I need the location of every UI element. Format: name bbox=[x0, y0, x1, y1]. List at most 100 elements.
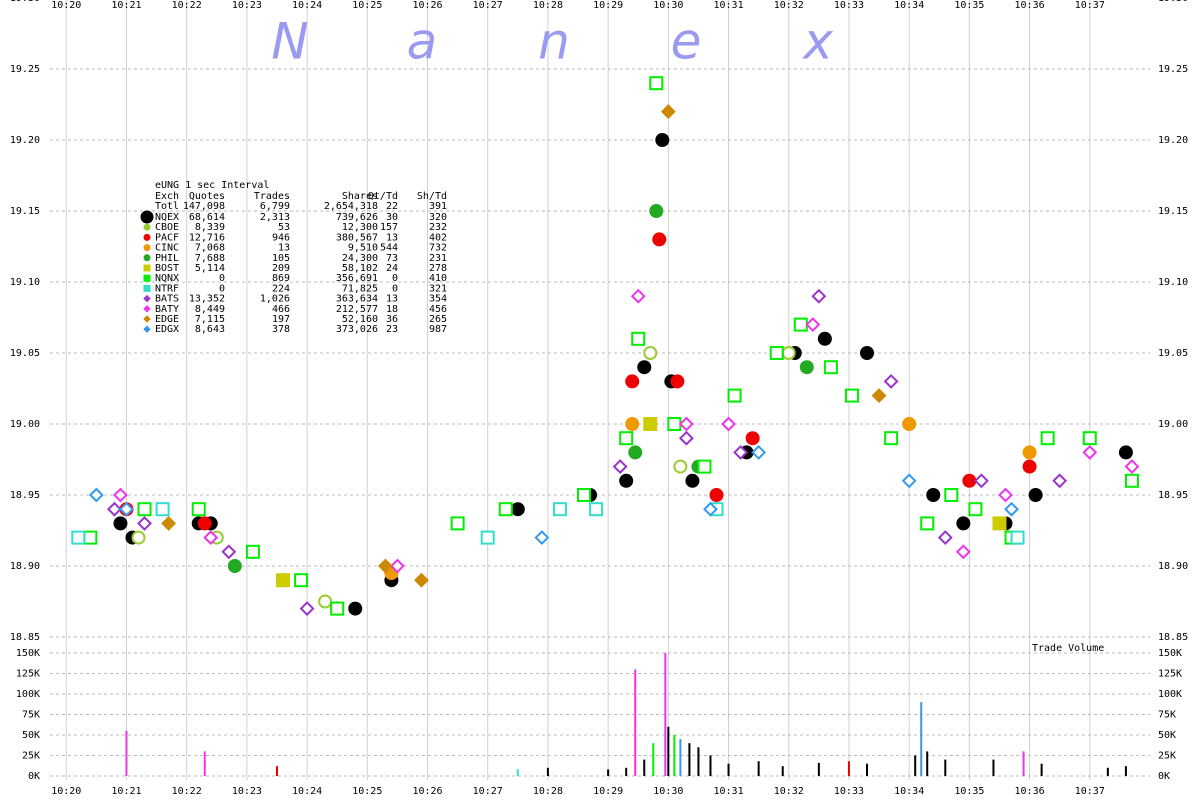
y-tick-label: 50K bbox=[1158, 730, 1176, 741]
legend-stat: 224 bbox=[272, 283, 290, 294]
legend-marker bbox=[143, 223, 151, 231]
y-tick-label: 19.25 bbox=[1158, 64, 1188, 75]
legend-stat: 212,577 bbox=[336, 304, 378, 315]
point bbox=[769, 346, 784, 360]
legend-stat: 68,614 bbox=[189, 212, 225, 223]
legend-stat: 320 bbox=[429, 212, 447, 223]
x-tick-label: 10:37 bbox=[1075, 0, 1105, 11]
point bbox=[631, 331, 646, 346]
legend-stat: 0 bbox=[219, 273, 225, 284]
bar bbox=[634, 669, 637, 776]
point bbox=[450, 516, 465, 531]
legend-marker bbox=[143, 254, 151, 262]
point bbox=[823, 360, 838, 375]
y-tick-label: 25K bbox=[22, 751, 40, 762]
point bbox=[920, 516, 935, 531]
y-tick-label: 100K bbox=[16, 689, 40, 700]
bar bbox=[643, 759, 646, 776]
legend-stat: 18 bbox=[386, 304, 398, 315]
point bbox=[377, 558, 393, 574]
bar bbox=[546, 767, 549, 776]
point bbox=[721, 416, 736, 432]
x-tick-label: 10:33 bbox=[834, 786, 864, 797]
legend-stat: 157 bbox=[380, 222, 398, 233]
x-tick-label: 10:36 bbox=[1015, 786, 1045, 797]
watermark: N bbox=[271, 13, 308, 71]
bar bbox=[920, 702, 923, 776]
y-tick-label: 18.85 bbox=[1158, 632, 1188, 643]
y-tick-label: 125K bbox=[1158, 669, 1182, 680]
legend-stat: 7,688 bbox=[195, 253, 225, 264]
x-tick-label: 10:22 bbox=[172, 786, 202, 797]
point bbox=[655, 133, 670, 147]
point bbox=[203, 530, 219, 546]
legend-label: PHIL bbox=[155, 253, 179, 264]
legend-marker bbox=[143, 264, 151, 272]
point bbox=[745, 431, 760, 446]
legend-stat: 265 bbox=[429, 314, 447, 325]
point bbox=[733, 444, 749, 460]
x-tick-label: 10:21 bbox=[111, 786, 141, 797]
point bbox=[678, 430, 694, 446]
bar bbox=[727, 763, 730, 776]
x-tick-label: 10:28 bbox=[533, 0, 563, 11]
bar bbox=[926, 751, 929, 776]
bar bbox=[757, 761, 760, 776]
point bbox=[389, 558, 405, 574]
watermark: x bbox=[801, 13, 833, 71]
bar bbox=[125, 730, 128, 776]
legend-stat: 378 bbox=[272, 324, 290, 335]
point bbox=[811, 288, 827, 304]
x-tick-label: 10:25 bbox=[352, 786, 382, 797]
point bbox=[330, 601, 345, 616]
legend-stat: 456 bbox=[429, 304, 447, 315]
x-tick-label: 10:23 bbox=[232, 786, 262, 797]
x-tick-label: 10:20 bbox=[51, 786, 81, 797]
legend-total: 22 bbox=[386, 201, 398, 212]
y-tick-label: 19.30 bbox=[1158, 0, 1188, 4]
legend-stat: 197 bbox=[272, 314, 290, 325]
legend-marker bbox=[143, 294, 151, 303]
point bbox=[643, 346, 658, 360]
legend-stat: 987 bbox=[429, 324, 447, 335]
point bbox=[703, 501, 718, 517]
x-tick-label: 10:27 bbox=[473, 0, 503, 11]
legend-stat: 8,643 bbox=[195, 324, 225, 335]
bar bbox=[516, 769, 519, 776]
point bbox=[299, 601, 315, 617]
x-tick-label: 10:22 bbox=[172, 0, 202, 11]
y-tick-label: 19.05 bbox=[1158, 348, 1188, 359]
point bbox=[652, 232, 667, 247]
legend-header: Sh/Td bbox=[417, 191, 447, 202]
y-tick-label: 18.90 bbox=[1158, 561, 1188, 572]
legend-stat: 30 bbox=[386, 212, 398, 223]
legend-label: BATY bbox=[155, 304, 179, 315]
y-tick-label: 150K bbox=[1158, 648, 1182, 659]
bar bbox=[652, 743, 655, 776]
point bbox=[883, 373, 899, 389]
point bbox=[884, 431, 899, 446]
legend-stat: 373,026 bbox=[336, 324, 378, 335]
point bbox=[137, 515, 152, 531]
legend-label: BOST bbox=[155, 263, 179, 274]
legend-stat: 7,115 bbox=[195, 314, 225, 325]
point bbox=[781, 346, 796, 360]
legend-stat: 402 bbox=[429, 232, 447, 243]
bar bbox=[1040, 763, 1043, 776]
point bbox=[155, 502, 170, 517]
y-tick-label: 75K bbox=[22, 710, 40, 721]
point bbox=[860, 346, 875, 360]
point bbox=[630, 288, 646, 304]
legend-stat: 232 bbox=[429, 222, 447, 233]
point bbox=[294, 573, 309, 588]
legend-stat: 13,352 bbox=[189, 294, 225, 305]
legend-title: eUNG 1 sec Interval bbox=[155, 180, 269, 191]
legend-stat: 13 bbox=[386, 294, 398, 305]
point bbox=[962, 473, 977, 488]
legend-stat: 23 bbox=[386, 324, 398, 335]
point bbox=[348, 601, 363, 616]
legend-stat: 739,626 bbox=[336, 212, 378, 223]
bar bbox=[1124, 766, 1127, 776]
bar bbox=[847, 761, 850, 776]
bar bbox=[866, 763, 869, 776]
